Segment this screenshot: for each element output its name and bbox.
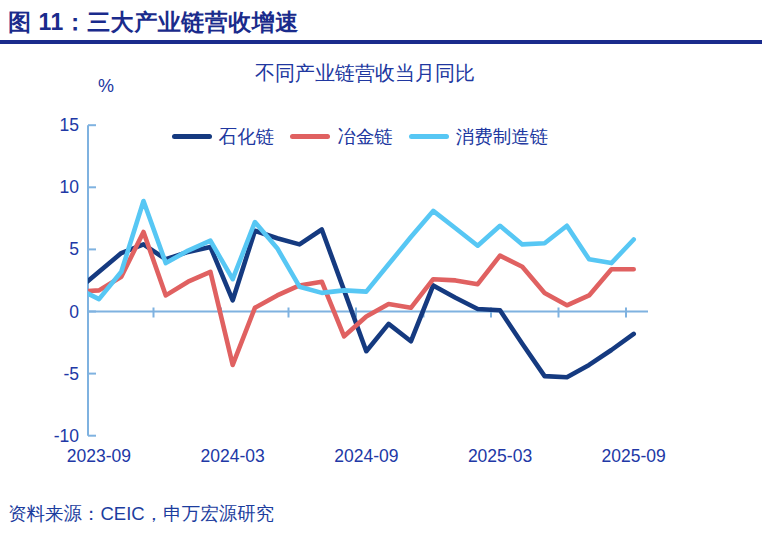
legend-swatch-metallurgy-chain (290, 134, 330, 140)
title-divider (0, 40, 762, 44)
y-tick-label: -5 (63, 364, 79, 384)
figure-card: 151050-5-102023-092024-032024-092025-032… (0, 0, 762, 544)
legend-swatch-petrochemical-chain (172, 134, 212, 140)
y-tick-label: 10 (60, 177, 80, 197)
legend-item-metallurgy-chain: 冶金链 (290, 124, 393, 149)
x-axis: 2023-09 2024-03 2024-09 2025-03 2025-09 (67, 308, 666, 467)
y-tick-label: 0 (69, 302, 79, 322)
legend-label-metallurgy-chain: 冶金链 (337, 124, 393, 149)
chart-legend: 石化链 冶金链 消费制造链 (0, 124, 720, 149)
figure-title: 图 11：三大产业链营收增速 (8, 7, 299, 38)
x-tick-label: 2024-03 (201, 446, 265, 466)
y-axis-unit-label: % (98, 76, 114, 97)
x-tick-label: 2025-03 (468, 446, 532, 466)
legend-item-consumer-manufacturing-chain: 消费制造链 (409, 124, 549, 149)
y-tick-label: 5 (69, 239, 79, 259)
x-tick-label: 2025-09 (602, 446, 666, 466)
y-tick-label: -10 (54, 426, 80, 446)
legend-item-petrochemical-chain: 石化链 (172, 124, 275, 149)
x-tick-label: 2024-09 (334, 446, 398, 466)
x-tick-label: 2023-09 (67, 446, 131, 466)
series-group (77, 201, 634, 377)
legend-label-consumer-manufacturing-chain: 消费制造链 (456, 124, 549, 149)
legend-swatch-consumer-manufacturing-chain (409, 134, 449, 140)
source-note: 资料来源：CEIC，申万宏源研究 (8, 501, 274, 526)
legend-label-petrochemical-chain: 石化链 (219, 124, 275, 149)
